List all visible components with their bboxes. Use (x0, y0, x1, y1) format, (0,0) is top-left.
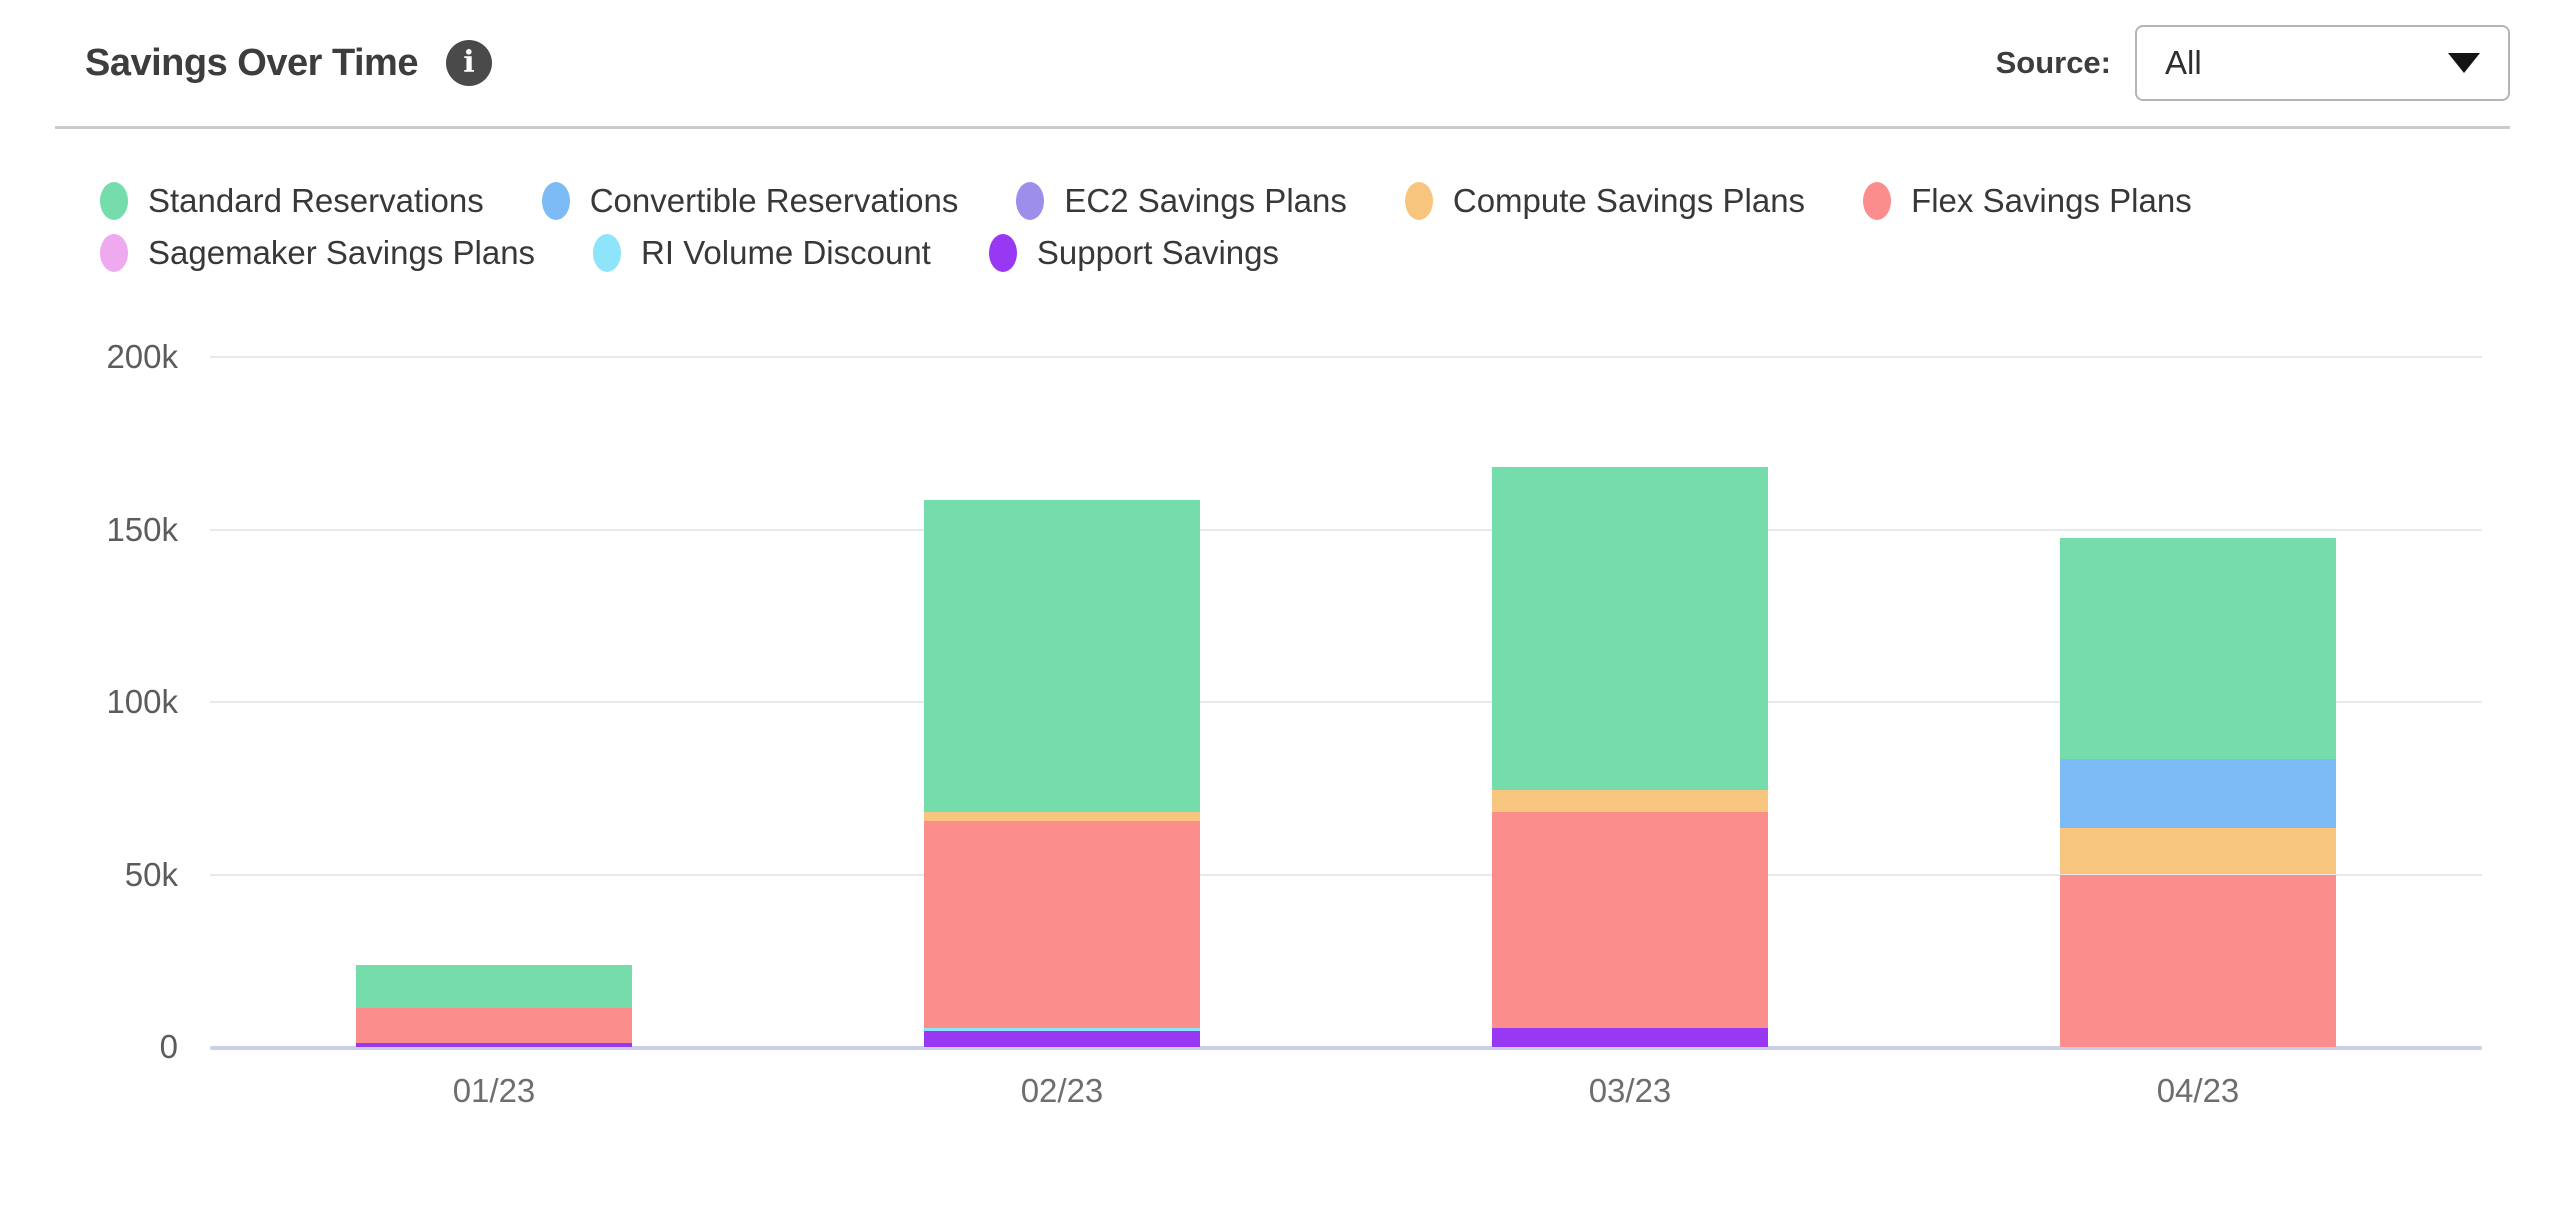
x-axis-label: 03/23 (1588, 1072, 1672, 1109)
bar-segment[interactable] (924, 500, 1200, 813)
legend-label: RI Volume Discount (641, 234, 931, 271)
bar-segment[interactable] (2060, 827, 2336, 875)
x-axis-line (210, 1046, 2482, 1050)
legend-swatch (988, 234, 1017, 272)
bar-segment[interactable] (356, 965, 632, 1009)
legend-item[interactable]: Flex Savings Plans (1863, 182, 2192, 220)
bar-segment[interactable] (924, 1031, 1200, 1047)
bar-segment[interactable] (924, 821, 1200, 1029)
legend-label: EC2 Savings Plans (1064, 182, 1347, 219)
info-icon[interactable]: i (445, 40, 492, 86)
y-axis-tick-label: 50k (124, 855, 178, 893)
bar-segment[interactable] (924, 812, 1200, 822)
legend-item[interactable]: Sagemaker Savings Plans (100, 234, 535, 272)
y-gridline (210, 528, 2482, 531)
bar-segment[interactable] (1492, 789, 1768, 813)
legend-swatch (100, 234, 128, 272)
x-axis-label: 01/23 (452, 1072, 536, 1109)
y-axis-tick-label: 200k (106, 338, 178, 375)
page-title: Savings Over Time (85, 41, 418, 84)
legend-label: Compute Savings Plans (1452, 182, 1806, 219)
y-gridline (210, 356, 2482, 358)
legend-item[interactable]: Convertible Reservations (541, 182, 959, 220)
bar-segment[interactable] (2060, 538, 2336, 759)
legend-item[interactable]: EC2 Savings Plans (1016, 182, 1347, 220)
legend-swatch (541, 182, 570, 220)
bar-segment[interactable] (356, 1042, 632, 1047)
source-label: Source: (1995, 45, 2111, 80)
source-select[interactable]: All (2135, 25, 2510, 101)
chart-legend: Standard Reservations Convertible Reserva… (100, 182, 2480, 272)
legend-item[interactable]: RI Volume Discount (593, 234, 931, 272)
legend-swatch (1404, 182, 1433, 220)
x-axis-label: 04/23 (2156, 1072, 2240, 1109)
legend-item[interactable]: Support Savings (988, 234, 1280, 272)
legend-label: Support Savings (1036, 234, 1280, 271)
x-axis-label: 02/23 (1020, 1072, 1104, 1109)
bar-segment[interactable] (924, 1028, 1200, 1032)
y-axis-tick-label: 0 (159, 1028, 178, 1065)
bar-segment[interactable] (1492, 1028, 1768, 1047)
legend-item[interactable]: Compute Savings Plans (1404, 182, 1806, 220)
chevron-down-icon (2448, 53, 2480, 73)
legend-swatch (1016, 182, 1045, 220)
y-axis-tick-label: 100k (106, 683, 178, 720)
legend-swatch (593, 234, 622, 272)
source-select-value: All (2165, 44, 2202, 81)
bar-segment[interactable] (356, 1008, 632, 1043)
legend-label: Standard Reservations (148, 182, 484, 219)
legend-label: Convertible Reservations (589, 182, 959, 219)
y-gridline (210, 873, 2482, 876)
bar-segment[interactable] (2060, 758, 2336, 828)
legend-swatch (100, 182, 128, 220)
legend-label: Flex Savings Plans (1911, 182, 2192, 219)
y-gridline (210, 701, 2482, 703)
info-icon-glyph: i (463, 45, 475, 80)
bar-segment[interactable] (2060, 874, 2336, 1047)
widget-header: Savings Over Time i Source: All (55, 0, 2510, 129)
bar-segment[interactable] (1492, 467, 1768, 790)
legend-swatch (1863, 182, 1892, 220)
bar-segment[interactable] (1492, 812, 1768, 1029)
legend-item[interactable]: Standard Reservations (100, 182, 484, 220)
y-axis-tick-label: 150k (106, 510, 178, 548)
legend-label: Sagemaker Savings Plans (148, 234, 536, 271)
